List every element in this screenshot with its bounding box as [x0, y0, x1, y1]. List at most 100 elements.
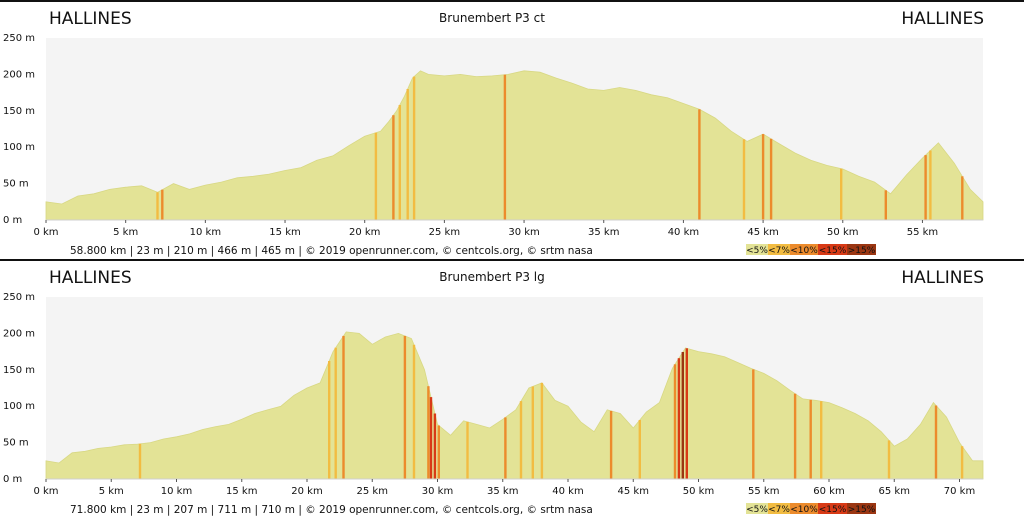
legend-label: <5% — [746, 246, 768, 256]
grade-segment — [437, 425, 440, 479]
y-tick-label: 50 m — [3, 179, 29, 190]
end-location-label: HALLINES — [901, 9, 984, 29]
legend-swatch — [746, 503, 768, 514]
x-tick-label: 10 km — [161, 486, 192, 497]
grade-segment — [398, 105, 401, 220]
grade-segment — [677, 358, 681, 479]
legend-label: <7% — [768, 246, 790, 256]
grade-segment — [429, 397, 433, 479]
x-tick-label: 5 km — [99, 486, 124, 497]
grade-segment — [934, 405, 938, 479]
x-tick-label: 55 km — [748, 486, 779, 497]
x-tick-label: 45 km — [618, 486, 649, 497]
grade-segment — [673, 364, 677, 479]
y-tick-label: 50 m — [3, 438, 29, 449]
grade-segment — [138, 443, 142, 479]
grade-segment — [929, 150, 932, 220]
legend-swatch — [847, 503, 876, 514]
grade-segment — [519, 401, 523, 479]
legend-label: <10% — [790, 505, 818, 515]
y-tick-label: 100 m — [3, 142, 35, 153]
grade-segment — [392, 115, 395, 220]
grade-segment — [406, 89, 409, 220]
legend-label: <15% — [819, 246, 847, 256]
grade-segment — [161, 189, 164, 220]
grade-segment — [412, 344, 416, 479]
x-tick-label: 10 km — [190, 227, 221, 238]
grade-segment — [504, 417, 507, 479]
x-tick-label: 20 km — [291, 486, 322, 497]
x-tick-label: 35 km — [588, 227, 619, 238]
grade-segment — [752, 369, 755, 479]
grade-segment — [924, 155, 927, 220]
grade-segment — [638, 420, 641, 479]
legend-label: <15% — [819, 505, 847, 515]
legend-swatch — [768, 503, 790, 514]
x-tick-label: 25 km — [429, 227, 460, 238]
x-tick-label: 45 km — [747, 227, 778, 238]
legend-swatch — [847, 244, 876, 255]
legend-swatch — [790, 503, 818, 514]
y-tick-label: 0 m — [3, 215, 22, 226]
grade-segment — [742, 139, 746, 220]
grade-segment — [427, 386, 430, 479]
x-tick-label: 60 km — [813, 486, 844, 497]
stats-line: 58.800 km | 23 m | 210 m | 466 m | 465 m… — [70, 245, 593, 257]
y-tick-label: 150 m — [3, 365, 35, 376]
grade-segment — [328, 361, 331, 479]
x-tick-label: 65 km — [879, 486, 910, 497]
x-tick-label: 50 km — [827, 227, 858, 238]
legend-swatch — [768, 244, 790, 255]
start-location-label: HALLINES — [49, 268, 132, 288]
y-tick-label: 100 m — [3, 401, 35, 412]
x-tick-label: 30 km — [422, 486, 453, 497]
x-tick-label: 5 km — [113, 227, 138, 238]
y-tick-label: 200 m — [3, 69, 35, 80]
grade-segment — [769, 138, 773, 220]
grade-segment — [681, 352, 684, 479]
x-tick-label: 0 km — [33, 486, 58, 497]
y-tick-label: 150 m — [3, 106, 35, 117]
top-border — [0, 0, 1024, 2]
grade-segment — [503, 74, 507, 220]
y-tick-label: 250 m — [3, 33, 35, 44]
stats-line: 71.800 km | 23 m | 207 m | 711 m | 710 m… — [70, 504, 593, 516]
y-tick-label: 0 m — [3, 474, 22, 485]
grade-segment — [334, 347, 337, 479]
elevation-area — [45, 331, 984, 480]
legend-swatch — [790, 244, 818, 255]
grade-segment — [412, 76, 416, 220]
elevation-chart-lg: HALLINES HALLINES Brunembert P3 lg 250 m 200… — [3, 268, 984, 516]
x-tick-label: 0 km — [33, 227, 58, 238]
x-tick-label: 20 km — [349, 227, 380, 238]
y-tick-label: 250 m — [3, 292, 35, 303]
x-tick-label: 35 km — [487, 486, 518, 497]
grade-segment — [685, 348, 688, 479]
x-tick-label: 15 km — [269, 227, 300, 238]
legend-label: <7% — [768, 505, 790, 515]
grade-segment — [809, 399, 812, 479]
grade-segment — [531, 386, 534, 479]
legend-swatch — [746, 244, 768, 255]
grade-segment — [961, 176, 964, 220]
grade-segment — [466, 421, 469, 479]
legend-swatch — [818, 244, 847, 255]
x-tick-label: 15 km — [226, 486, 257, 497]
grade-segment — [403, 335, 407, 479]
chart-title: Brunembert P3 ct — [439, 11, 545, 25]
x-tick-label: 40 km — [552, 486, 583, 497]
grade-segment — [960, 446, 964, 479]
y-tick-label: 200 m — [3, 328, 35, 339]
legend-label: <10% — [790, 246, 818, 256]
start-location-label: HALLINES — [49, 9, 132, 29]
grade-segment — [609, 410, 613, 479]
x-tick-label: 25 km — [357, 486, 388, 497]
grade-segment — [887, 440, 891, 479]
grade-segment — [761, 134, 765, 220]
legend-label: >15% — [848, 246, 876, 256]
elevation-chart-ct: HALLINES HALLINES Brunembert P3 ct 250 m 200… — [3, 9, 984, 257]
grade-segment — [433, 413, 437, 479]
end-location-label: HALLINES — [901, 268, 984, 288]
legend-swatch — [818, 503, 847, 514]
elevation-panel-ct: HALLINES HALLINES Brunembert P3 ct 250 m 200… — [0, 0, 1024, 257]
